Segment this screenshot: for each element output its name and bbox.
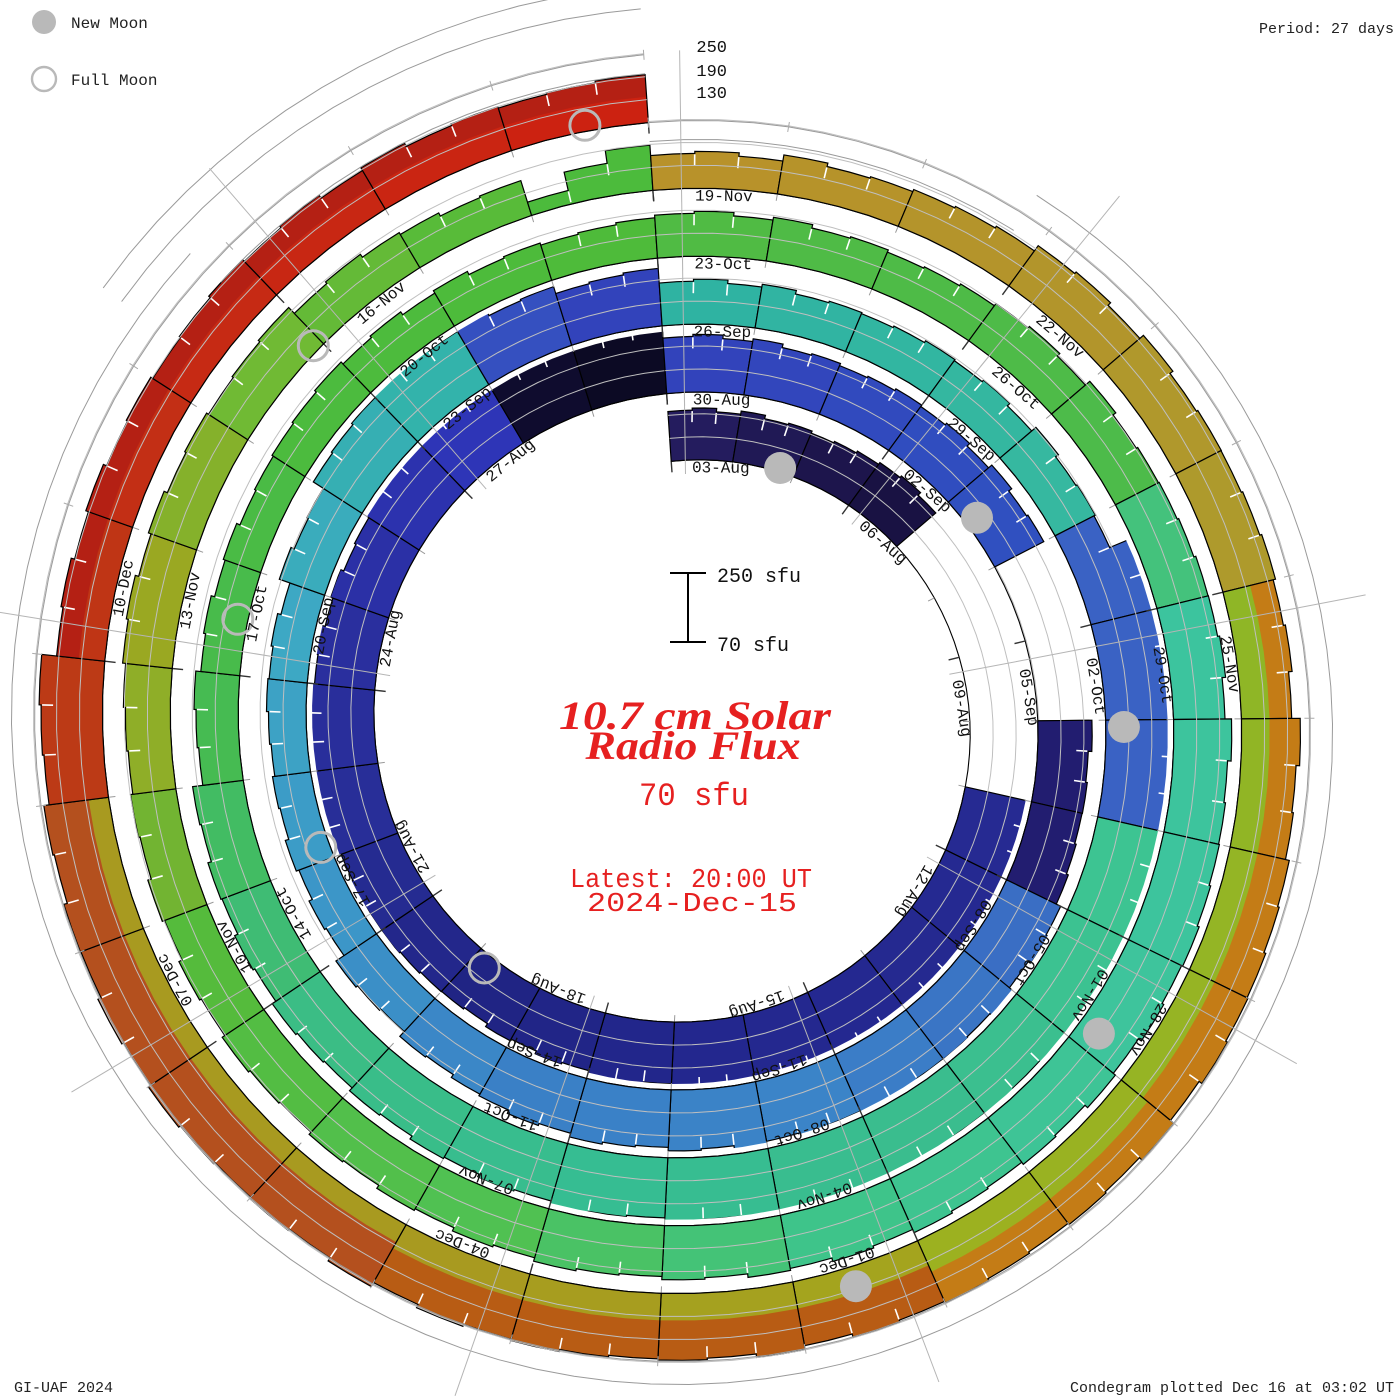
svg-text:19-Nov: 19-Nov: [695, 188, 753, 207]
svg-text:Radio Flux: Radio Flux: [584, 723, 800, 768]
svg-text:70 sfu: 70 sfu: [717, 635, 789, 658]
svg-text:Latest: 20:00 UT: Latest: 20:00 UT: [570, 866, 812, 896]
svg-text:30-Aug: 30-Aug: [693, 391, 751, 410]
svg-text:70 sfu: 70 sfu: [639, 778, 749, 815]
svg-text:Condegram plotted Dec 16 at 03: Condegram plotted Dec 16 at 03:02 UT: [1070, 1380, 1394, 1397]
svg-text:03-Aug: 03-Aug: [692, 459, 750, 478]
svg-text:Full Moon: Full Moon: [71, 72, 157, 90]
svg-text:New Moon: New Moon: [71, 15, 148, 33]
svg-text:23-Oct: 23-Oct: [694, 255, 752, 274]
svg-text:GI-UAF 2024: GI-UAF 2024: [14, 1380, 113, 1397]
svg-text:130: 130: [696, 85, 727, 104]
svg-text:09-Aug: 09-Aug: [947, 679, 974, 739]
svg-text:05-Sep: 05-Sep: [1014, 668, 1041, 728]
svg-text:Period: 27 days: Period: 27 days: [1259, 21, 1394, 38]
svg-text:250 sfu: 250 sfu: [717, 566, 801, 589]
svg-text:190: 190: [696, 63, 727, 82]
svg-text:10.7 cm Solar: 10.7 cm Solar: [559, 693, 832, 738]
svg-text:26-Sep: 26-Sep: [693, 323, 751, 342]
svg-text:250: 250: [696, 39, 727, 58]
svg-text:2024-Dec-15: 2024-Dec-15: [587, 890, 797, 920]
